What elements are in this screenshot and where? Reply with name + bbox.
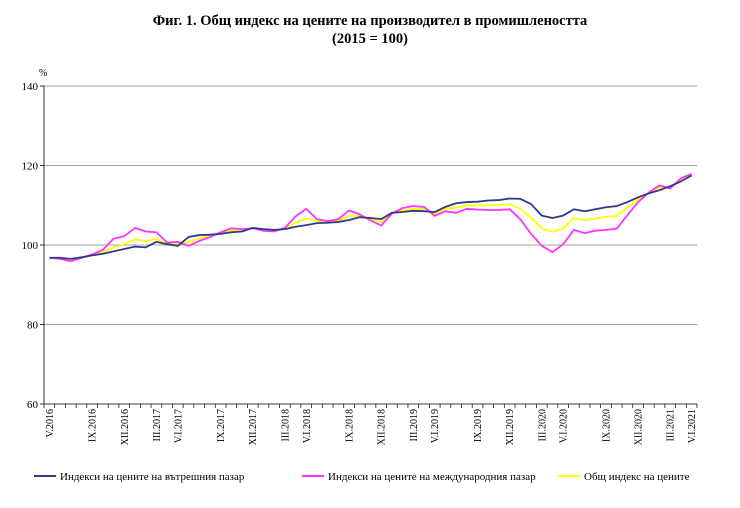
x-tick-label: XII.2017 [248, 409, 259, 445]
x-tick-label: IX.2016 [88, 409, 99, 442]
axes [40, 85, 698, 408]
chart-subtitle: (2015 = 100) [332, 31, 408, 47]
x-tick-label: XII.2018 [377, 409, 388, 445]
series-line-3 [49, 173, 693, 262]
x-tick-label: V.I.2020 [559, 409, 570, 443]
chart-title-block: Фиг. 1. Общ индекс на цените на производ… [0, 12, 740, 48]
legend-label-1: Индекси на цените на вътрешния пазар [60, 471, 245, 483]
y-tick-labels: 60 80 100 120 140 [22, 81, 39, 411]
x-tick-labels: V.2016 IX.2016 XII.2016 III.2017 V.I.2017 IX.… [45, 409, 698, 445]
x-tick-label: IX.2020 [602, 409, 613, 442]
y-tick-label: 120 [22, 161, 39, 173]
chart-title: Фиг. 1. Общ индекс на цените на производ… [152, 13, 588, 29]
x-tick-label: XII.2016 [120, 409, 131, 445]
x-tick-label: XII.2019 [505, 409, 516, 445]
series-line-2 [49, 173, 692, 263]
x-tick-label: V.I.2018 [302, 409, 313, 443]
series-line-1 [49, 174, 693, 260]
y-unit-label: % [39, 68, 47, 79]
x-tick-label: IX.2017 [216, 409, 227, 442]
x-tick-label: III.2018 [280, 409, 291, 442]
y-tick-label: 140 [22, 81, 39, 93]
x-tick-label: III.2017 [152, 409, 163, 442]
y-tick-label: 80 [27, 320, 39, 332]
x-tick-label: IX.2019 [473, 409, 484, 442]
x-tick-label: IX.2018 [345, 409, 356, 442]
x-tick-label: V.I.2021 [687, 409, 698, 443]
legend-label-3: Общ индекс на цените [584, 471, 690, 483]
x-tick-label: III.2021 [666, 409, 677, 442]
x-tick-label: V.I.2019 [430, 409, 441, 443]
x-tick-label: XII.2020 [634, 409, 645, 445]
x-tick-label: III.2019 [409, 409, 420, 442]
y-tick-label: 100 [22, 240, 39, 252]
legend: Индекси на цените на вътрешния пазар Инде… [34, 471, 690, 483]
x-tick-label: V.I.2017 [173, 409, 184, 443]
x-tick-label: III.2020 [537, 409, 548, 442]
series-lines [49, 173, 693, 263]
x-tick-label: V.2016 [45, 409, 56, 437]
gridlines [44, 85, 697, 325]
y-tick-label: 60 [27, 399, 39, 411]
legend-label-2: Индекси на цените на международния пазар [328, 471, 536, 483]
